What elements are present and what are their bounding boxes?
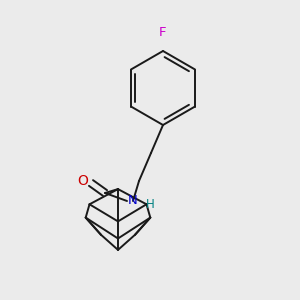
Text: N: N bbox=[128, 194, 138, 208]
Text: O: O bbox=[78, 174, 88, 188]
Text: F: F bbox=[159, 26, 167, 39]
Text: H: H bbox=[146, 197, 155, 211]
